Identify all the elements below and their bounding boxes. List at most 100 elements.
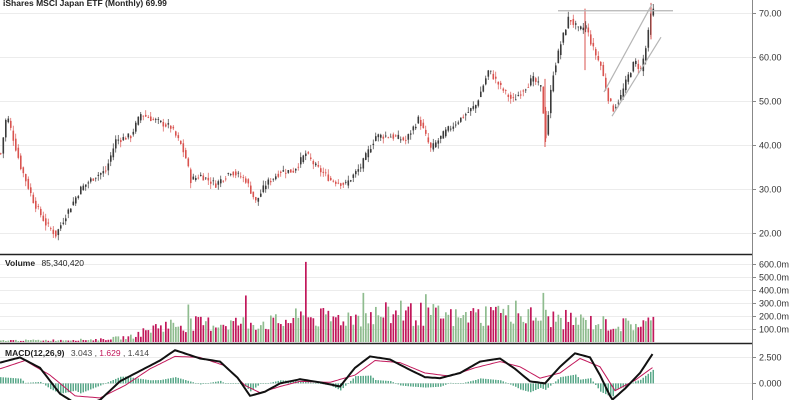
volume-bar <box>110 339 112 342</box>
volume-bar <box>635 323 637 342</box>
volume-bar <box>547 316 550 342</box>
histogram-bar <box>260 383 262 384</box>
histogram-bar <box>10 377 12 384</box>
candle <box>610 97 612 102</box>
volume-bar <box>167 328 170 342</box>
volume-bar <box>237 325 240 342</box>
histogram-bar <box>315 383 317 384</box>
histogram-bar <box>347 383 349 384</box>
candle <box>322 167 325 177</box>
candle <box>12 125 15 146</box>
candle <box>532 72 535 87</box>
histogram-bar <box>615 383 617 391</box>
volume-bar <box>7 340 10 342</box>
histogram-bar <box>30 382 32 384</box>
histogram-bar <box>525 383 527 391</box>
volume-bar <box>552 311 555 342</box>
histogram-bar <box>247 383 249 389</box>
histogram-bar <box>92 383 94 389</box>
histogram-bar <box>372 377 374 384</box>
candle <box>137 116 140 126</box>
volume-bar <box>570 312 572 342</box>
volume-bar <box>37 339 40 342</box>
volume-bar <box>70 340 72 342</box>
histogram-bar <box>362 375 364 384</box>
volume-bar <box>267 329 270 342</box>
candle <box>485 75 487 86</box>
histogram-bar <box>600 383 602 392</box>
volume-bar <box>145 330 147 342</box>
candle <box>100 172 102 180</box>
histogram-bar <box>367 375 369 384</box>
candle <box>467 107 470 113</box>
volume-bar <box>22 340 25 342</box>
volume-bar <box>605 319 607 342</box>
histogram-bar <box>427 383 429 388</box>
y-tick-label: 30.00 <box>759 185 782 195</box>
histogram-bar <box>587 378 589 384</box>
candle <box>490 70 492 75</box>
histogram-bar <box>375 380 377 384</box>
candle <box>127 133 130 140</box>
candle <box>305 150 307 161</box>
volume-bar <box>462 315 465 342</box>
volume-bar <box>412 325 415 342</box>
histogram-bar <box>647 373 649 384</box>
volume-bar <box>217 327 220 342</box>
volume-bar <box>600 328 602 342</box>
candle <box>510 91 512 104</box>
candle <box>320 165 322 177</box>
volume-bar <box>537 320 540 342</box>
volume-bar <box>107 339 110 342</box>
candle <box>220 175 222 188</box>
candle <box>10 117 12 131</box>
candle <box>142 115 145 121</box>
histogram-bar <box>412 383 414 387</box>
volume-bar <box>75 340 77 342</box>
volume-bar <box>582 317 585 342</box>
volume-bar <box>370 312 372 342</box>
candle <box>57 228 60 241</box>
volume-bar <box>340 325 342 342</box>
volume-bar <box>472 308 475 342</box>
candle <box>487 69 490 80</box>
volume-bar <box>265 328 267 342</box>
candle <box>317 161 320 168</box>
volume-bar <box>105 340 107 342</box>
histogram-bar <box>477 379 479 384</box>
histogram-bar <box>420 383 422 388</box>
candle <box>162 118 165 132</box>
candle <box>210 177 212 189</box>
candle <box>65 214 67 225</box>
volume-bar <box>385 302 387 342</box>
candle <box>205 177 207 180</box>
candle <box>300 152 302 168</box>
volume-bar <box>150 332 152 342</box>
candle <box>575 20 577 30</box>
candle <box>120 137 122 148</box>
volume-bar <box>92 340 95 342</box>
volume-bar <box>405 310 407 342</box>
histogram-bar <box>545 383 547 390</box>
volume-bar <box>372 324 375 342</box>
histogram-bar <box>350 380 352 384</box>
candle <box>2 137 5 159</box>
volume-bar <box>297 317 300 342</box>
volume-bar <box>357 315 360 342</box>
candle <box>517 91 520 97</box>
histogram-bar <box>597 383 599 389</box>
volume-bar <box>457 317 460 342</box>
candle <box>522 89 525 97</box>
histogram-bar <box>572 374 574 384</box>
histogram-bar <box>360 375 362 384</box>
candle <box>47 218 50 227</box>
volume-bar <box>602 316 605 342</box>
histogram-bar <box>432 383 434 388</box>
histogram-bar <box>35 382 37 384</box>
histogram-bar <box>522 383 524 391</box>
volume-bar <box>292 317 295 342</box>
candle <box>230 173 232 177</box>
histogram-bar <box>422 383 424 388</box>
volume-bar <box>637 327 640 342</box>
histogram-bar <box>170 378 172 384</box>
